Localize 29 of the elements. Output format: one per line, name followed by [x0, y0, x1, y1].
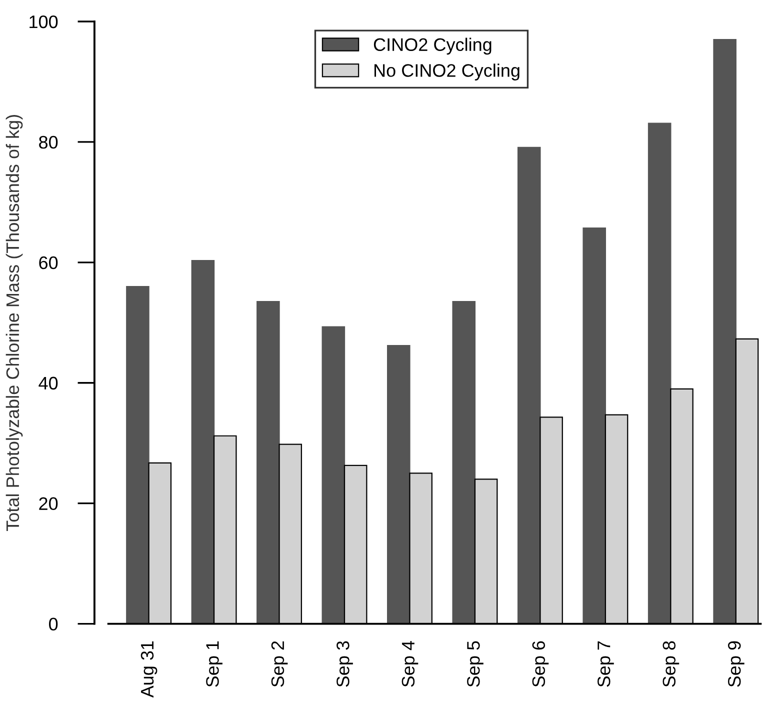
x-tick-label: Sep 7	[598, 641, 614, 687]
y-tick-label: 60	[39, 256, 58, 270]
y-tick-label: 20	[39, 497, 58, 510]
x-tick-label: Aug 31	[140, 641, 158, 698]
bar	[387, 344, 410, 624]
legend-label: CINO2 Cycling	[374, 38, 492, 55]
bar	[713, 39, 736, 624]
x-tick-label: Sep 3	[336, 641, 353, 687]
bar	[582, 228, 606, 624]
x-tick-label: Sep 4	[402, 640, 418, 687]
legend-label: No CINO2 Cycling	[374, 64, 520, 80]
y-tick-label: 40	[38, 376, 58, 390]
y-tick-label: 100	[30, 15, 58, 28]
x-tick-label: Sep 2	[271, 641, 288, 687]
y-axis-title: Total Photolyzable Chlorine Mass (Thousands of kg)	[6, 115, 23, 531]
bar	[256, 301, 280, 624]
x-tick-label: Sep 6	[532, 641, 549, 687]
bar	[126, 286, 150, 624]
x-tick-label: Sep 1	[206, 641, 222, 687]
x-tick-label: Sep 5	[467, 641, 484, 687]
bar	[191, 260, 215, 624]
x-tick-label: Sep 8	[662, 641, 680, 687]
bar	[452, 301, 476, 624]
x-tick-label: Sep 9	[728, 641, 744, 687]
bar	[648, 122, 672, 624]
y-tick-label: 0	[49, 618, 58, 631]
bar	[322, 326, 346, 624]
y-tick-label: 80	[39, 136, 58, 149]
bar	[517, 146, 541, 624]
